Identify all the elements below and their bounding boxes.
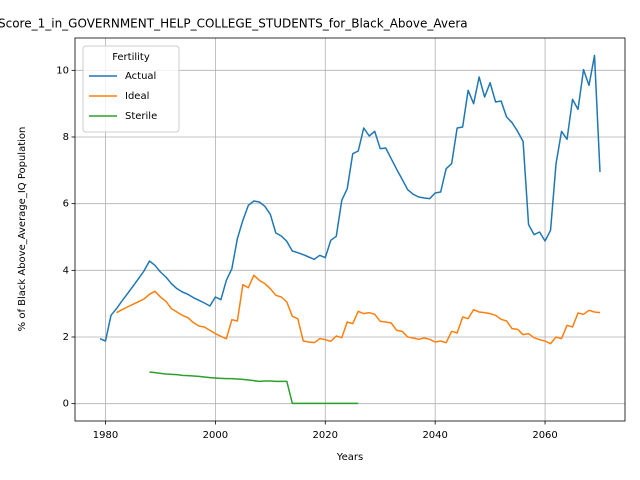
plot-frame	[74, 37, 626, 422]
chart-title: Score_1_in_GOVERNMENT_HELP_COLLEGE_STUDE…	[0, 17, 468, 31]
x-tick-label: 2060	[532, 430, 557, 441]
line-series	[99, 54, 601, 342]
legend-label: Sterile	[125, 111, 157, 122]
legend-label: Actual	[125, 71, 156, 82]
x-tick-label: 2040	[422, 430, 447, 441]
y-tick-label: 2	[63, 332, 69, 343]
x-tick-label: 1980	[93, 430, 118, 441]
y-tick-label: 6	[63, 199, 69, 210]
y-tick-label: 4	[63, 265, 69, 276]
legend-title: Fertility	[112, 52, 150, 63]
x-tick-label: 2020	[313, 430, 338, 441]
x-axis-label: Years	[336, 452, 363, 463]
y-tick-label: 10	[56, 65, 69, 76]
y-tick-label: 8	[63, 132, 69, 143]
line-series	[149, 371, 359, 405]
x-tick-label: 2000	[203, 430, 228, 441]
legend-box	[82, 45, 180, 133]
legend-label: Ideal	[125, 91, 149, 102]
y-tick-label: 0	[63, 399, 69, 410]
line-series	[116, 274, 601, 345]
y-axis-label: % of Black Above_Average_IQ Population	[17, 127, 28, 332]
